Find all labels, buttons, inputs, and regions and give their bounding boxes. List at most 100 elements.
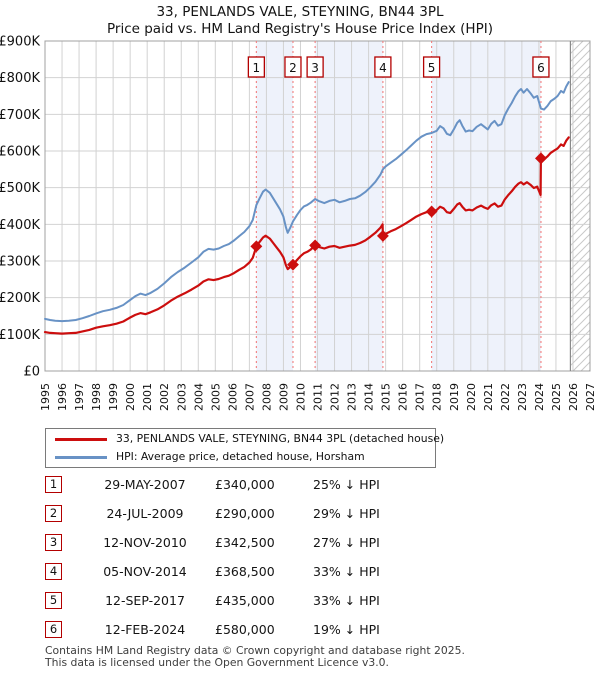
x-axis-labels: 1995 1996 1997 1998 1999 2000 2001 2002 2003 2004… xyxy=(39,383,597,411)
chart-title: 33, PENLANDS VALE, STEYNING, BN44 3PL xyxy=(156,4,444,20)
sale-hpi-diff: 33% ↓ HPI xyxy=(313,593,380,608)
sale-price: £368,500 xyxy=(215,564,275,579)
svg-text:1999: 1999 xyxy=(107,383,120,411)
sale-row: 6 12-FEB-2024 £580,000 19% ↓ HPI xyxy=(45,621,555,639)
svg-text:£100K: £100K xyxy=(0,328,40,343)
svg-text:£0: £0 xyxy=(23,365,40,380)
svg-text:2006: 2006 xyxy=(226,383,239,411)
sale-number-badge: 2 xyxy=(45,505,62,522)
sale-hpi-diff: 25% ↓ HPI xyxy=(313,477,380,492)
svg-text:2015: 2015 xyxy=(380,383,393,411)
sale-date: 05-NOV-2014 xyxy=(103,564,187,579)
legend-box: 33, PENLANDS VALE, STEYNING, BN44 3PL (d… xyxy=(45,428,444,468)
svg-text:£900K: £900K xyxy=(0,35,40,50)
sale-number-badge: 6 xyxy=(45,621,62,638)
svg-text:1997: 1997 xyxy=(73,383,86,411)
svg-text:£300K: £300K xyxy=(0,255,40,270)
sale-number-badge: 1 xyxy=(45,476,62,493)
svg-text:2005: 2005 xyxy=(209,383,222,411)
svg-text:£500K: £500K xyxy=(0,181,40,196)
svg-text:2008: 2008 xyxy=(260,383,273,411)
y-axis-labels: £0 £100K £200K £300K £400K £500K £600K £700K £80… xyxy=(0,35,40,380)
sale-date-lines xyxy=(255,41,542,371)
svg-text:2010: 2010 xyxy=(294,383,307,411)
svg-text:2012: 2012 xyxy=(329,383,342,411)
price-line xyxy=(43,136,570,335)
svg-text:6: 6 xyxy=(537,61,545,75)
svg-text:2020: 2020 xyxy=(465,383,478,411)
sale-number-badge: 4 xyxy=(45,563,62,580)
svg-text:1998: 1998 xyxy=(90,383,103,411)
sale-price: £342,500 xyxy=(215,535,275,550)
svg-text:£700K: £700K xyxy=(0,108,40,123)
svg-text:2019: 2019 xyxy=(448,383,461,411)
hatch-future-region xyxy=(570,41,590,371)
hpi-line xyxy=(44,81,570,323)
svg-text:2018: 2018 xyxy=(431,383,444,411)
price-chart: 1 2 3 4 5 6£0£100K£200K£300K£400K£500K£600K£7… xyxy=(0,35,597,412)
shaded-bands xyxy=(256,41,541,371)
hpi-line-swatch xyxy=(55,456,107,459)
footer: Contains HM Land Registry data © Crown c… xyxy=(45,645,585,668)
svg-text:2004: 2004 xyxy=(192,383,205,411)
svg-text:2002: 2002 xyxy=(158,383,171,411)
svg-text:1995: 1995 xyxy=(39,383,52,411)
svg-text:2017: 2017 xyxy=(414,383,427,411)
footer-line-2: This data is licensed under the Open Gov… xyxy=(45,655,389,669)
svg-text:2025: 2025 xyxy=(550,383,563,411)
sale-date: 12-FEB-2024 xyxy=(104,622,186,637)
sale-hpi-diff: 33% ↓ HPI xyxy=(313,564,380,579)
sale-date: 12-NOV-2010 xyxy=(103,535,187,550)
sale-price: £290,000 xyxy=(215,506,275,521)
svg-text:1: 1 xyxy=(253,61,261,75)
chart-subtitle: Price paid vs. HM Land Registry's House … xyxy=(107,21,493,37)
svg-text:4: 4 xyxy=(379,61,387,75)
footer-line-1: Contains HM Land Registry data © Crown c… xyxy=(45,644,465,657)
sale-number-badge: 5 xyxy=(45,592,62,609)
svg-text:£400K: £400K xyxy=(0,218,40,233)
svg-text:2026: 2026 xyxy=(567,383,580,411)
sale-row: 1 29-MAY-2007 £340,000 25% ↓ HPI xyxy=(45,476,555,494)
legend-label: 33, PENLANDS VALE, STEYNING, BN44 3PL (d… xyxy=(116,432,445,445)
sale-date: 24-JUL-2009 xyxy=(106,506,184,521)
svg-text:1996: 1996 xyxy=(56,383,69,411)
sale-row: 5 12-SEP-2017 £435,000 33% ↓ HPI xyxy=(45,592,555,610)
sale-date: 29-MAY-2007 xyxy=(104,477,186,492)
sale-hpi-diff: 29% ↓ HPI xyxy=(313,506,380,521)
sale-price: £340,000 xyxy=(215,477,275,492)
svg-text:2007: 2007 xyxy=(243,383,256,411)
legend-label: HPI: Average price, detached house, Hors… xyxy=(116,450,365,463)
sale-number-badge: 3 xyxy=(45,534,62,551)
price-line-swatch xyxy=(55,438,107,441)
svg-text:2003: 2003 xyxy=(175,383,188,411)
svg-text:3: 3 xyxy=(311,61,319,75)
sale-row: 4 05-NOV-2014 £368,500 33% ↓ HPI xyxy=(45,563,555,581)
svg-text:5: 5 xyxy=(428,61,436,75)
svg-text:2027: 2027 xyxy=(584,383,597,411)
svg-text:2024: 2024 xyxy=(533,383,546,411)
svg-text:2000: 2000 xyxy=(124,383,137,411)
sale-hpi-diff: 19% ↓ HPI xyxy=(313,622,380,637)
sale-hpi-diff: 27% ↓ HPI xyxy=(313,535,380,550)
svg-text:2016: 2016 xyxy=(397,383,410,411)
svg-text:£600K: £600K xyxy=(0,145,40,160)
svg-text:2021: 2021 xyxy=(482,383,495,411)
sale-date: 12-SEP-2017 xyxy=(105,593,185,608)
svg-text:2009: 2009 xyxy=(277,383,290,411)
sale-price: £435,000 xyxy=(215,593,275,608)
legend-item-price: 33, PENLANDS VALE, STEYNING, BN44 3PL (d… xyxy=(46,430,444,449)
gridlines xyxy=(44,40,591,372)
svg-text:£200K: £200K xyxy=(0,291,40,306)
svg-text:2022: 2022 xyxy=(499,383,512,411)
svg-text:2001: 2001 xyxy=(141,383,154,411)
svg-text:2011: 2011 xyxy=(312,383,325,411)
sale-row: 3 12-NOV-2010 £342,500 27% ↓ HPI xyxy=(45,534,555,552)
svg-text:£800K: £800K xyxy=(0,71,40,86)
svg-text:2023: 2023 xyxy=(516,383,529,411)
svg-text:2013: 2013 xyxy=(346,383,359,411)
sale-price: £580,000 xyxy=(215,622,275,637)
legend-item-hpi: HPI: Average price, detached house, Hors… xyxy=(46,448,435,467)
svg-text:2014: 2014 xyxy=(363,383,376,411)
